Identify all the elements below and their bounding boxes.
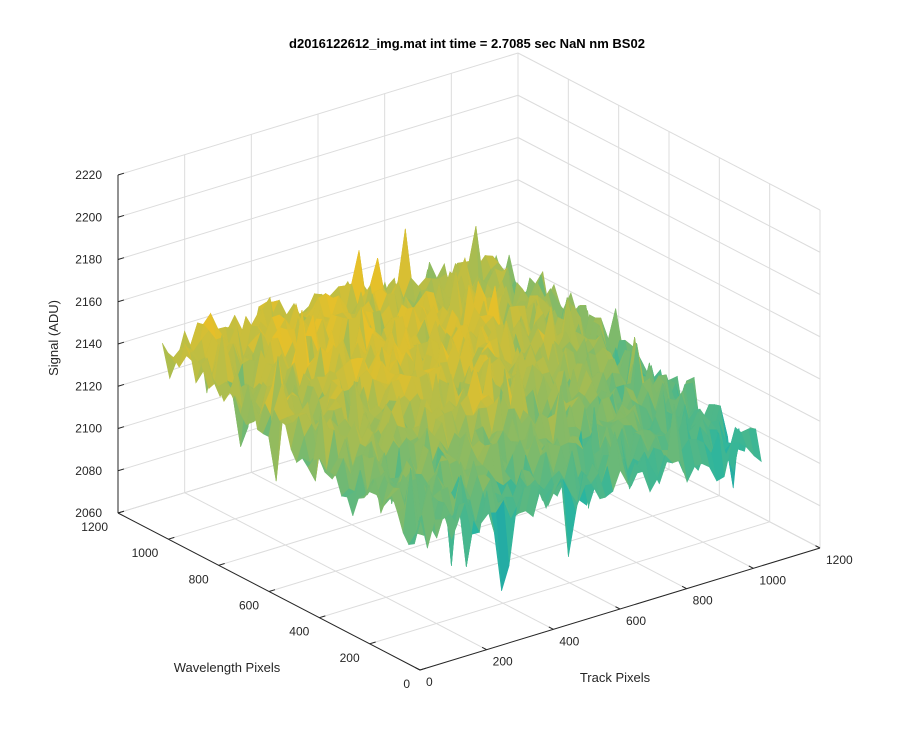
y-tick-label: 600 [239,599,259,613]
z-tick-label: 2080 [75,464,102,478]
axes-layer: 0 200 400 600 800 1000 1200 0 200 400 600 800 1000 12… [75,168,853,691]
y-tick-label: 200 [340,651,360,665]
surface-layer [162,226,762,591]
y-tick-label: 1200 [81,520,108,534]
z-tick-mark [117,383,125,387]
x-tick-label: 600 [626,614,646,628]
back-wall-grid-line [117,179,519,303]
x-tick-mark [481,646,487,651]
chart-title: d2016122612_img.mat int time = 2.7085 se… [289,36,645,51]
x-tick-label: 1200 [826,553,853,567]
z-tick-label: 2180 [75,253,102,267]
side-wall-grid-line [517,179,821,338]
x-tick-mark [615,606,621,610]
z-axis-label: Signal (ADU) [46,300,61,376]
x-tick-label: 400 [559,634,579,648]
z-tick-mark [117,426,125,429]
x-tick-label: 0 [426,675,433,689]
back-wall-grid-line [117,221,519,345]
side-wall-grid-line [517,263,821,422]
back-wall-grid-line [117,52,519,176]
y-axis-label: Wavelength Pixels [174,660,281,675]
z-tick-mark [117,510,125,514]
floor-grid-line [369,521,770,645]
y-tick-mark [319,615,326,619]
x-tick-mark [415,667,421,671]
x-tick-label: 800 [693,594,713,608]
side-wall-grid-line [517,137,821,295]
x-tick-label: 1000 [759,573,786,587]
side-wall-grid-line [517,94,821,253]
z-tick-label: 2220 [75,168,102,182]
y-tick-mark [218,563,225,566]
x-tick-mark [548,626,554,630]
z-tick-mark [117,299,125,303]
y-tick-label: 400 [289,625,309,639]
x-tick-mark [748,565,754,569]
y-tick-mark [419,667,427,671]
side-wall-grid-line [517,52,821,211]
z-tick-label: 2200 [75,210,102,224]
surface-patch [414,515,428,549]
x-tick-label: 200 [493,655,513,669]
z-tick-mark [117,214,125,218]
floor-grid-line [319,495,720,619]
y-tick-label: 800 [189,572,209,586]
z-tick-mark [117,257,125,260]
y-tick-mark [369,641,376,645]
z-tick-label: 2120 [75,379,102,393]
y-tick-mark [168,536,175,540]
x-axis-label: Track Pixels [580,670,651,685]
y-tick-label: 1000 [132,546,159,560]
y-tick-mark [268,589,276,592]
z-tick-mark [117,468,125,472]
z-tick-label: 2140 [75,337,102,351]
x-tick-mark [681,585,687,590]
z-tick-mark [117,172,125,176]
back-wall-grid-line [117,137,519,260]
z-tick-label: 2160 [75,295,102,309]
z-tick-label: 2060 [75,506,102,520]
side-wall-grid-line [517,221,821,380]
x-tick-mark [815,545,821,549]
back-wall-grid-line [117,94,519,218]
y-tick-label: 0 [403,677,410,691]
z-tick-mark [117,341,125,345]
z-tick-label: 2100 [75,422,102,436]
